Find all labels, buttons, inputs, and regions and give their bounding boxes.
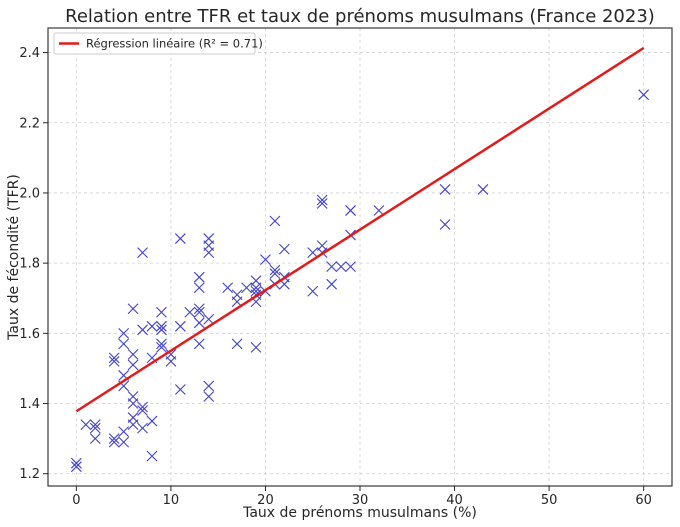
data-point xyxy=(127,349,139,360)
data-point xyxy=(193,338,205,350)
data-point xyxy=(241,282,252,294)
data-point xyxy=(146,450,158,462)
data-point xyxy=(316,240,328,251)
axis-ticks: 0 10 20 30 40 50 60 1.2 1.4 1.6 1.8 2.0 2.2 2.4 xyxy=(19,46,652,508)
data-point xyxy=(269,215,281,227)
x-tick-label: 0 xyxy=(72,493,80,508)
chart-title: Relation entre TFR et taux de prénoms mu… xyxy=(65,6,655,27)
data-point xyxy=(137,324,148,336)
data-point xyxy=(70,457,82,469)
y-tick-label: 1.6 xyxy=(19,327,40,342)
data-point xyxy=(137,247,148,259)
data-point xyxy=(193,282,205,294)
regression-line xyxy=(75,46,645,413)
legend-label: Régression linéaire (R² = 0.71) xyxy=(86,37,263,51)
x-tick-label: 60 xyxy=(635,493,652,508)
legend: Régression linéaire (R² = 0.71) xyxy=(53,32,263,55)
data-point xyxy=(137,405,148,416)
y-tick-label: 2.2 xyxy=(19,116,40,131)
data-point xyxy=(307,285,319,297)
data-point xyxy=(118,426,130,437)
data-point xyxy=(184,306,196,318)
data-point xyxy=(203,391,215,402)
y-tick-label: 1.8 xyxy=(19,257,40,272)
data-point xyxy=(316,198,328,209)
data-point xyxy=(70,461,82,473)
data-point xyxy=(174,233,186,244)
data-point xyxy=(89,433,101,445)
data-point xyxy=(231,338,243,350)
data-point xyxy=(231,289,243,301)
x-tick-label: 20 xyxy=(257,493,274,508)
data-point xyxy=(439,184,451,195)
data-point xyxy=(203,313,215,325)
data-point xyxy=(326,261,338,273)
y-axis-label: Taux de fécondité (TFR) xyxy=(6,174,22,341)
data-point xyxy=(127,412,139,423)
data-point xyxy=(108,352,120,364)
data-point xyxy=(127,359,139,371)
data-point xyxy=(89,422,101,434)
data-point xyxy=(269,264,281,276)
y-tick-label: 1.2 xyxy=(19,467,40,482)
data-point xyxy=(118,338,130,350)
data-point xyxy=(156,306,167,318)
data-point xyxy=(137,422,148,434)
data-point xyxy=(638,89,650,101)
data-point xyxy=(156,338,167,350)
data-point xyxy=(89,419,101,430)
data-point xyxy=(316,194,328,206)
x-tick-label: 10 xyxy=(163,493,180,508)
data-point xyxy=(222,282,234,294)
data-points xyxy=(70,89,650,473)
x-tick-label: 40 xyxy=(446,493,463,508)
data-point xyxy=(326,278,338,290)
data-point xyxy=(345,205,356,216)
y-tick-label: 2.4 xyxy=(19,46,40,61)
data-point xyxy=(174,384,186,395)
data-point xyxy=(193,317,205,329)
data-point xyxy=(335,261,347,273)
data-point xyxy=(193,303,205,315)
data-point xyxy=(193,271,205,283)
grid xyxy=(48,28,672,486)
data-point xyxy=(345,261,356,273)
data-point xyxy=(174,320,186,332)
data-point xyxy=(165,349,177,360)
x-tick-label: 50 xyxy=(541,493,558,508)
data-point xyxy=(477,184,489,195)
data-point xyxy=(156,324,167,336)
data-point xyxy=(146,415,158,427)
data-point xyxy=(156,341,167,353)
data-point xyxy=(307,247,319,259)
data-point xyxy=(269,268,281,280)
data-point xyxy=(127,391,139,402)
data-point xyxy=(373,205,385,216)
data-point xyxy=(108,436,120,448)
data-point xyxy=(108,433,120,445)
y-tick-label: 1.4 xyxy=(19,397,40,412)
y-tick-label: 2.0 xyxy=(19,186,40,201)
data-point xyxy=(203,380,215,392)
data-point xyxy=(278,243,290,255)
data-point xyxy=(137,401,148,413)
data-point xyxy=(203,233,215,244)
data-point xyxy=(250,275,262,287)
data-point xyxy=(108,356,120,367)
x-tick-label: 30 xyxy=(352,493,369,508)
data-point xyxy=(118,436,130,448)
data-point xyxy=(80,419,92,430)
data-point xyxy=(439,219,451,230)
legend-box xyxy=(53,32,256,55)
data-point xyxy=(260,254,271,266)
data-point xyxy=(156,320,167,332)
data-point xyxy=(118,327,130,339)
x-axis-label: Taux de prénoms musulmans (%) xyxy=(242,505,477,521)
data-point xyxy=(193,306,205,318)
data-point xyxy=(146,320,158,332)
data-point xyxy=(250,341,262,353)
data-point xyxy=(127,303,139,315)
